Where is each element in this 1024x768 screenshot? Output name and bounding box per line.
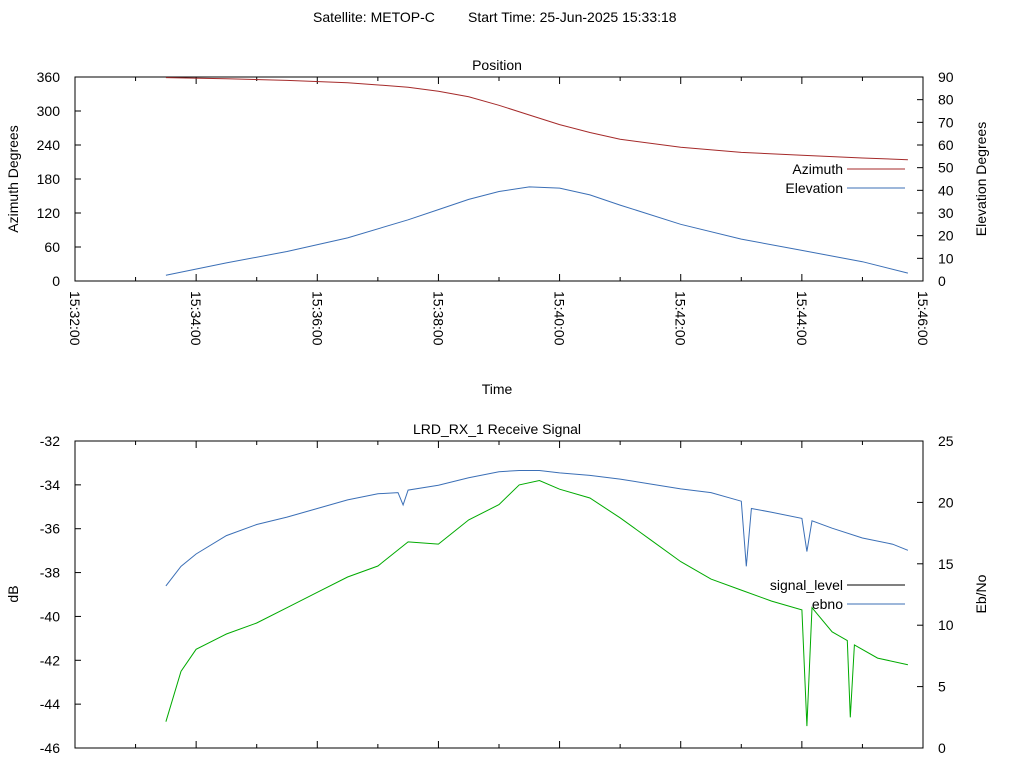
y-tick-label: -40 — [40, 608, 60, 624]
x-tick-label: 15:38:00 — [430, 291, 446, 346]
y2-tick-label: 80 — [938, 92, 954, 108]
y-tick-label: -36 — [40, 521, 60, 537]
legend-elevation-label: Elevation — [785, 180, 843, 196]
y-tick-label: 120 — [37, 205, 61, 221]
y-tick-label: -34 — [40, 477, 60, 493]
y2-tick-label: 25 — [938, 433, 954, 449]
y-tick-label: -42 — [40, 652, 60, 668]
y2-tick-label: 50 — [938, 160, 954, 176]
series-line-elevation — [165, 186, 909, 276]
y-tick-label: -44 — [40, 696, 60, 712]
series-line-signal-level — [165, 479, 909, 727]
y2-tick-label: 15 — [938, 556, 954, 572]
x-tick-label: 15:42:00 — [673, 291, 689, 346]
y-tick-label: 180 — [37, 171, 61, 187]
y2-tick-label: 5 — [938, 679, 946, 695]
position-legend: Azimuth Elevation — [785, 161, 905, 196]
x-tick-label: 15:46:00 — [915, 291, 931, 346]
series-line-azimuth — [165, 77, 908, 161]
y-tick-label: -38 — [40, 565, 60, 581]
start-time-label: Start Time: 25-Jun-2025 15:33:18 — [468, 9, 677, 25]
y-tick-label: 0 — [52, 273, 60, 289]
y-tick-label: 300 — [37, 103, 61, 119]
y2-tick-label: 90 — [938, 69, 954, 85]
signal-legend: signal_level ebno — [770, 577, 905, 612]
y2-tick-label: 10 — [938, 617, 954, 633]
y-tick-label: 60 — [44, 239, 60, 255]
y-tick-label: 360 — [37, 69, 61, 85]
signal-axis-ticks: -46 -44 -42 -40 -38 -36 -34 -32 0 5 10 15 20 25 — [40, 433, 954, 756]
y2-tick-label: 30 — [938, 205, 954, 221]
x-tick-label: 15:40:00 — [552, 291, 568, 346]
x-tick-label: 15:34:00 — [188, 291, 204, 346]
y2-tick-label: 10 — [938, 250, 954, 266]
y2-tick-label: 0 — [938, 740, 946, 756]
db-axis-label: dB — [5, 585, 21, 602]
receive-signal-chart: LRD_RX_1 Receive Signal -46-44-42-40-38-… — [5, 421, 989, 756]
time-axis-label: Time — [482, 381, 513, 397]
y2-tick-label: 0 — [938, 273, 946, 289]
signal-series-lines — [165, 470, 909, 727]
position-series-lines — [165, 77, 909, 276]
legend-signal-level-label: signal_level — [770, 577, 843, 593]
y2-tick-label: 70 — [938, 114, 954, 130]
position-chart-title: Position — [472, 57, 522, 73]
elevation-axis-label: Elevation Degrees — [973, 122, 989, 236]
receive-signal-chart-title: LRD_RX_1 Receive Signal — [413, 421, 581, 437]
series-line-ebno — [165, 470, 909, 587]
legend-ebno-label: ebno — [812, 596, 843, 612]
y2-tick-label: 60 — [938, 137, 954, 153]
y2-tick-label: 20 — [938, 494, 954, 510]
azimuth-axis-label: Azimuth Degrees — [5, 125, 21, 232]
ebno-axis-label: Eb/No — [973, 574, 989, 613]
y-tick-label: -46 — [40, 740, 60, 756]
y-tick-label: 240 — [37, 137, 61, 153]
y2-tick-label: 40 — [938, 182, 954, 198]
y2-tick-label: 20 — [938, 228, 954, 244]
position-chart: Position 0 60 120 180 240 300 360 0 10 20 30 40 50 60… — [5, 57, 989, 397]
x-tick-label: 15:44:00 — [794, 291, 810, 346]
y-tick-label: -32 — [40, 433, 60, 449]
position-axis-ticks: 0 60 120 180 240 300 360 0 10 20 30 40 50 60 70 80 90 15:… — [37, 69, 954, 346]
legend-azimuth-label: Azimuth — [792, 161, 843, 177]
satellite-label: Satellite: METOP-C — [313, 9, 435, 25]
x-tick-label: 15:36:00 — [309, 291, 325, 346]
x-tick-label: 15:32:00 — [67, 291, 83, 346]
